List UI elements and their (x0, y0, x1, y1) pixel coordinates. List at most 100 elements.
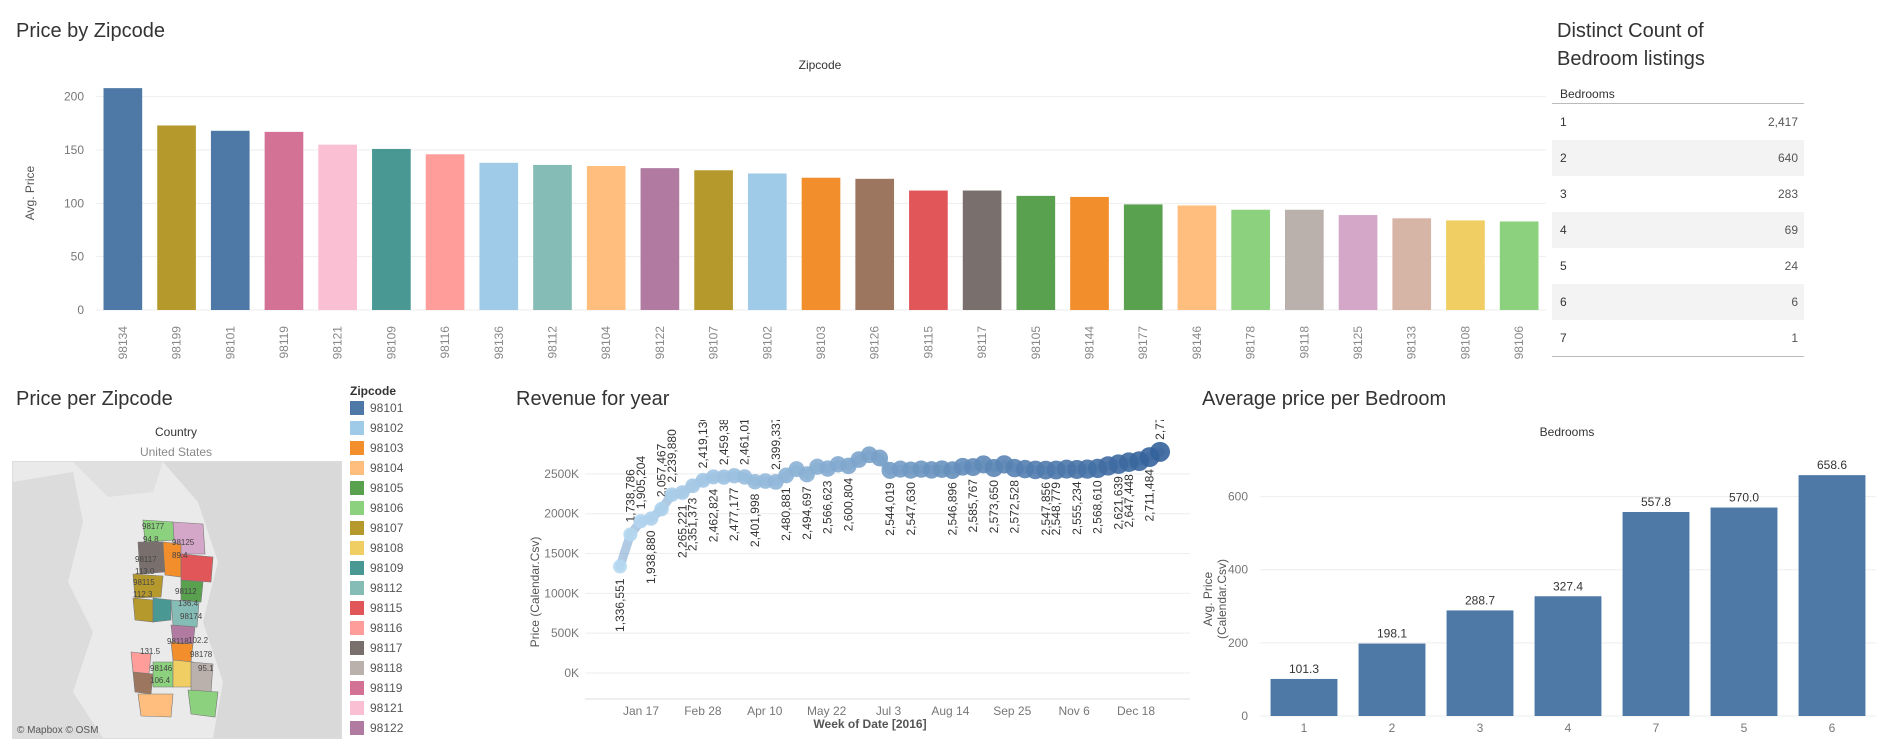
zip-bar-98112 (533, 164, 572, 310)
table-row[interactable]: 1 2,417 (1552, 104, 1804, 140)
rev-label-1: 1,738,786 (623, 469, 637, 523)
zip-xtick-98105: 98105 (1029, 326, 1043, 360)
revenue-chart: 0K 500K 1000K 1500K 2000K 2500K Jan 17 Feb 28 Ap… (544, 420, 1190, 718)
bed-bar-1 (1270, 678, 1338, 716)
zip-bar-98133 (1392, 218, 1432, 310)
table-cell-count: 640 (1777, 151, 1798, 165)
zip-bar-98122 (640, 168, 680, 310)
rev-label-10: 2,459,386 (717, 420, 731, 465)
zip-bar-98105 (1016, 195, 1056, 310)
table-row[interactable]: 2 640 (1552, 140, 1804, 176)
table-cell-bedrooms: 7 (1560, 331, 1567, 345)
rev-label-28: 2,547,630 (904, 482, 918, 536)
rev-label-13: 2,401,998 (748, 493, 762, 547)
zip-xtick-98199: 98199 (170, 326, 184, 360)
rev-label-26: 2,544,019 (883, 482, 897, 536)
zip-bar-98134 (103, 88, 143, 310)
map-label: 98177 (142, 522, 165, 531)
zip-bar-98116 (425, 154, 465, 310)
table-row[interactable]: 5 24 (1552, 248, 1804, 284)
zip-xtick-98112: 98112 (545, 326, 559, 359)
zip-bar-98115 (909, 190, 948, 310)
rev-label-15: 2,399,337 (769, 420, 783, 470)
revenue-title: Revenue for year (516, 388, 670, 410)
map-label: 98174 (180, 612, 203, 621)
bed-value-label-5: 570.0 (1729, 491, 1759, 505)
zip-bar-98108 (1446, 220, 1485, 310)
legend-swatch (350, 481, 364, 495)
rev-point-6 (674, 485, 690, 500)
rev-label-8: 2,419,136 (696, 420, 710, 468)
zip-xtick-98126: 98126 (868, 326, 882, 360)
rev-ytick-5: 2500K (544, 467, 579, 481)
map-label: 102.2 (188, 636, 209, 645)
zip-xtick-98146: 98146 (1190, 326, 1204, 360)
zip-xtick-98122: 98122 (653, 326, 667, 360)
legend-swatch (350, 461, 364, 475)
bed-xtick-3: 3 (1477, 721, 1484, 735)
avg-price-bedroom-chart: 0 200 400 600 101.3 1 198.1 2 288.7 3 327.4 4 557.8 7… (1228, 458, 1876, 735)
zip-xtick-98121: 98121 (331, 326, 345, 360)
table-cell-bedrooms: 1 (1560, 115, 1567, 129)
bed-value-label-7: 557.8 (1641, 495, 1671, 509)
zip-xtick-98116: 98116 (438, 326, 452, 359)
legend-swatch (350, 661, 364, 675)
legend-label: 98103 (370, 441, 404, 455)
zip-bar-98101 (210, 130, 250, 310)
zip-area-98107 (132, 573, 164, 599)
legend-swatch (350, 621, 364, 635)
zip-bar-98178 (1231, 209, 1270, 310)
zip-bar-98136 (479, 162, 519, 310)
legend-swatch (350, 421, 364, 435)
rev-point-25 (871, 449, 889, 467)
bed-value-label-4: 327.4 (1553, 579, 1583, 593)
rev-point-1 (623, 527, 638, 542)
zip-area-98178 (187, 689, 219, 718)
legend-swatch (350, 721, 364, 735)
rev-xtick-7: Nov 6 (1058, 704, 1090, 718)
rev-label-16: 2,480,881 (779, 487, 793, 541)
map-frame[interactable]: © Mapbox © OSM (12, 461, 342, 739)
zip-area-98146 (137, 693, 174, 718)
rev-point-52 (1150, 441, 1170, 462)
map-label: 89.4 (172, 551, 188, 560)
rev-label-2: 1,905,204 (634, 456, 648, 510)
rev-xtick-3: May 22 (807, 704, 847, 718)
map-label: 98118 (167, 637, 189, 646)
zip-bar-98119 (264, 131, 304, 310)
table-cell-bedrooms: 3 (1560, 187, 1567, 201)
zip-bar-98106 (1499, 221, 1539, 310)
bed-xtick-1: 1 (1301, 721, 1308, 735)
rev-xtick-0: Jan 17 (623, 704, 659, 718)
legend-label: 98112 (370, 581, 403, 595)
legend-label: 98105 (370, 481, 404, 495)
bedrooms-table-header: Bedrooms (1560, 87, 1615, 101)
map-label: 98125 (172, 538, 195, 547)
rev-label-49: 2,647,448 (1122, 474, 1136, 528)
legend-label: 98102 (370, 421, 404, 435)
revenue-ylabel: Price (Calendar.Csv) (528, 536, 542, 648)
rev-ytick-0: 0K (564, 666, 579, 680)
zip-bar-98146 (1177, 205, 1217, 310)
bed-ytick-2: 400 (1228, 563, 1248, 577)
bed-bar-3 (1446, 610, 1514, 716)
table-row[interactable]: 3 283 (1552, 176, 1804, 212)
table-row[interactable]: 4 69 (1552, 212, 1804, 248)
country-header: Country (154, 425, 198, 439)
legend-label: 98122 (370, 721, 404, 735)
rev-label-46: 2,568,610 (1091, 480, 1105, 534)
zip-ytick-3: 150 (64, 143, 84, 157)
legend-swatch (350, 401, 364, 415)
legend-swatch (350, 441, 364, 455)
price-by-zipcode-title: Price by Zipcode (16, 20, 165, 42)
zip-xtick-98133: 98133 (1405, 326, 1419, 360)
bed-xtick-6: 6 (1829, 721, 1836, 735)
legend-label: 98107 (370, 521, 404, 535)
rev-ytick-4: 2000K (544, 507, 579, 521)
zip-ytick-0: 0 (77, 303, 84, 317)
rev-label-41: 2,547,856 (1039, 482, 1053, 536)
map-land-north (73, 462, 163, 497)
zip-ytick-2: 100 (64, 196, 84, 210)
